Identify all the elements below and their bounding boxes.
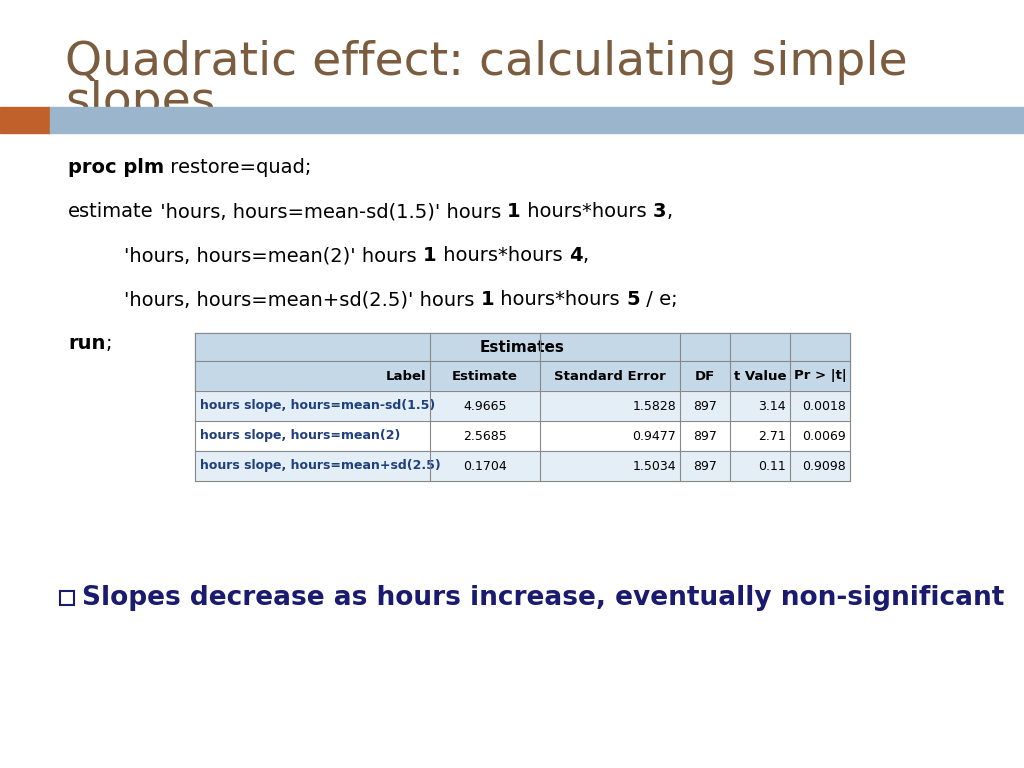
Text: 897: 897 xyxy=(693,429,717,442)
Bar xyxy=(195,333,850,361)
Text: 'hours, hours=mean(2)' hours: 'hours, hours=mean(2)' hours xyxy=(124,246,423,265)
Text: 0.1704: 0.1704 xyxy=(463,459,507,472)
Bar xyxy=(50,107,1024,133)
Text: Estimate: Estimate xyxy=(452,369,518,382)
Text: 1.5828: 1.5828 xyxy=(632,399,676,412)
Text: / e;: / e; xyxy=(640,290,678,309)
Text: 0.9477: 0.9477 xyxy=(632,429,676,442)
Text: Quadratic effect: calculating simple: Quadratic effect: calculating simple xyxy=(65,40,907,85)
Bar xyxy=(195,361,850,391)
Text: 5: 5 xyxy=(627,290,640,309)
Text: 897: 897 xyxy=(693,459,717,472)
Bar xyxy=(195,391,850,421)
Text: Pr > |t|: Pr > |t| xyxy=(794,369,847,382)
Text: hours slope, hours=mean-sd(1.5): hours slope, hours=mean-sd(1.5) xyxy=(200,399,435,412)
Text: 2.71: 2.71 xyxy=(758,429,786,442)
Text: 0.0069: 0.0069 xyxy=(802,429,846,442)
Text: t Value: t Value xyxy=(734,369,786,382)
Text: estimate: estimate xyxy=(68,202,154,221)
Text: 4: 4 xyxy=(568,246,583,265)
Text: 1: 1 xyxy=(423,246,437,265)
Text: 0.9098: 0.9098 xyxy=(802,459,846,472)
Text: 1.5034: 1.5034 xyxy=(633,459,676,472)
Text: slopes: slopes xyxy=(65,80,215,125)
Text: Standard Error: Standard Error xyxy=(554,369,666,382)
Text: 897: 897 xyxy=(693,399,717,412)
Text: ,: , xyxy=(583,246,589,265)
Text: hours slope, hours=mean+sd(2.5): hours slope, hours=mean+sd(2.5) xyxy=(200,459,440,472)
Text: run: run xyxy=(68,334,105,353)
Text: Slopes decrease as hours increase, eventually non-significant: Slopes decrease as hours increase, event… xyxy=(82,585,1005,611)
Text: 0.11: 0.11 xyxy=(758,459,786,472)
Text: hours*hours: hours*hours xyxy=(495,290,627,309)
Text: restore=quad;: restore=quad; xyxy=(164,158,311,177)
Bar xyxy=(60,591,74,605)
Text: Estimates: Estimates xyxy=(480,339,565,355)
Text: hours*hours: hours*hours xyxy=(437,246,568,265)
Text: 3.14: 3.14 xyxy=(759,399,786,412)
Bar xyxy=(195,421,850,451)
Text: 3: 3 xyxy=(652,202,667,221)
Text: ,: , xyxy=(667,202,672,221)
Text: Label: Label xyxy=(385,369,426,382)
Text: 4.9665: 4.9665 xyxy=(463,399,507,412)
Text: proc plm: proc plm xyxy=(68,158,164,177)
Text: ;: ; xyxy=(105,334,112,353)
Bar xyxy=(195,451,850,481)
Text: 1: 1 xyxy=(481,290,495,309)
Text: hours slope, hours=mean(2): hours slope, hours=mean(2) xyxy=(200,429,400,442)
Text: hours*hours: hours*hours xyxy=(521,202,652,221)
Text: 2.5685: 2.5685 xyxy=(463,429,507,442)
Text: DF: DF xyxy=(695,369,715,382)
Text: 'hours, hours=mean+sd(2.5)' hours: 'hours, hours=mean+sd(2.5)' hours xyxy=(124,290,481,309)
Bar xyxy=(0,107,50,133)
Text: 1: 1 xyxy=(507,202,521,221)
Text: 0.0018: 0.0018 xyxy=(802,399,846,412)
Text: 'hours, hours=mean-sd(1.5)' hours: 'hours, hours=mean-sd(1.5)' hours xyxy=(154,202,507,221)
